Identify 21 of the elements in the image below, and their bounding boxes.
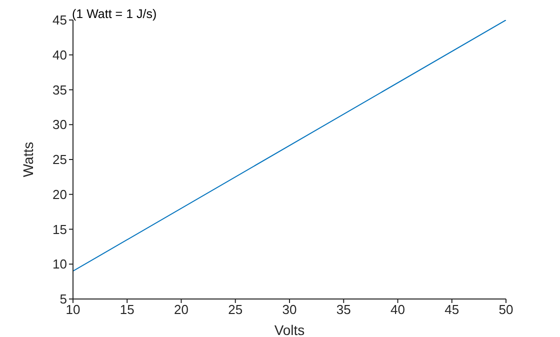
x-tick-label: 15 bbox=[120, 302, 134, 318]
x-axis-title: Volts bbox=[274, 322, 305, 337]
x-tick-label: 50 bbox=[498, 302, 514, 318]
y-tick-label: 5 bbox=[60, 292, 67, 307]
x-tick-label: 35 bbox=[336, 302, 351, 318]
y-tick-label: 30 bbox=[52, 117, 67, 132]
x-tick-label: 45 bbox=[444, 302, 460, 318]
y-tick-label: 10 bbox=[52, 256, 67, 272]
y-tick-label: 35 bbox=[52, 82, 67, 98]
x-tick-label: 20 bbox=[174, 302, 188, 318]
y-tick-label: 15 bbox=[52, 222, 67, 237]
y-tick-label: 45 bbox=[52, 12, 67, 28]
x-tick-label: 10 bbox=[66, 302, 80, 318]
y-tick-label: 20 bbox=[52, 186, 67, 202]
x-tick-label: 25 bbox=[228, 302, 243, 318]
y-tick-label: 40 bbox=[52, 47, 67, 62]
x-tick-label: 40 bbox=[390, 302, 405, 318]
y-axis-title: Watts bbox=[20, 142, 36, 178]
x-tick-label: 30 bbox=[282, 302, 297, 318]
chart-title: (1 Watt = 1 J/s) bbox=[72, 7, 157, 21]
y-tick-label: 25 bbox=[52, 152, 67, 168]
